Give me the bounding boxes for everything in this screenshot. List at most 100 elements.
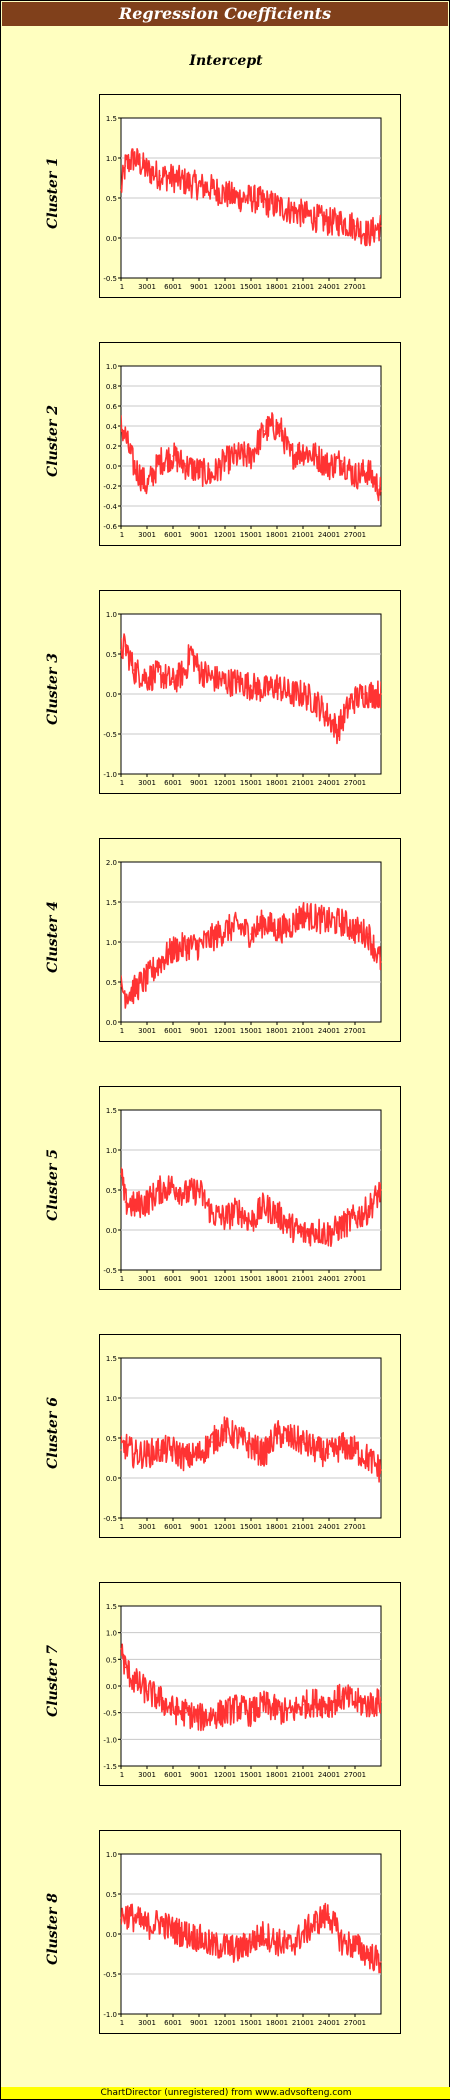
y-tick-label: 1.0 [106, 611, 117, 619]
data-point [124, 1445, 127, 1447]
data-point [159, 1189, 161, 1191]
x-tick-label: 3001 [138, 1523, 156, 1531]
x-tick-label: 1 [120, 779, 124, 787]
cluster-panel: Cluster 2 1.0 0.8 0.6 0.4 0.2 0.0 -0.2 -0.4 -0.6 1… [1, 342, 450, 562]
data-point [124, 993, 127, 995]
data-point [159, 1449, 161, 1451]
data-point [328, 1703, 330, 1706]
y-tick-label: 0.0 [106, 235, 117, 243]
footer: ChartDirector (unregistered) from www.ad… [1, 2087, 450, 2099]
data-point [315, 701, 317, 703]
data-point [302, 1703, 304, 1706]
x-tick-label: 12001 [214, 779, 236, 787]
data-point [336, 729, 339, 731]
x-tick-label: 6001 [164, 2019, 182, 2027]
x-tick-label: 1 [120, 2019, 124, 2027]
y-tick-label: -0.2 [103, 483, 117, 491]
data-point [380, 490, 382, 492]
data-point [120, 649, 122, 651]
data-point [315, 917, 317, 919]
data-point [198, 1717, 200, 1719]
y-tick-label: 0.0 [106, 1683, 117, 1691]
x-tick-label: 21001 [292, 1771, 314, 1779]
data-point [133, 1205, 135, 1207]
x-tick-label: 24001 [318, 2019, 340, 2027]
data-point [172, 681, 174, 683]
y-tick-label: -1.5 [103, 1763, 117, 1771]
data-point [224, 193, 226, 195]
y-tick-label: -0.5 [103, 1267, 117, 1275]
data-point [159, 1698, 161, 1701]
y-tick-label: 0.5 [106, 1435, 117, 1443]
data-point [211, 937, 213, 939]
x-tick-label: 27001 [344, 779, 366, 787]
data-point [289, 1225, 291, 1227]
line-chart: 1.5 1.0 0.5 0.0 -0.5 -1.0 -1.51 3001 6001 9001 120… [103, 1603, 382, 1779]
line-chart: 1.5 1.0 0.5 0.0 -0.51 3001 6001 9001 12001 15001 1… [103, 1355, 382, 1531]
data-point [367, 1209, 369, 1211]
data-point [349, 701, 352, 703]
data-point [120, 1449, 122, 1451]
y-axis-title: Cluster 3 [45, 653, 61, 725]
data-point [224, 1945, 226, 1947]
data-point [380, 1469, 382, 1471]
x-tick-label: 6001 [164, 1275, 182, 1283]
data-point [133, 1917, 135, 1919]
y-axis-title: Cluster 8 [45, 1893, 61, 1965]
data-point [263, 1703, 265, 1706]
y-tick-label: 1.5 [106, 1603, 117, 1611]
x-tick-label: 27001 [344, 1275, 366, 1283]
y-tick-label: 1.0 [106, 939, 117, 947]
y-tick-label: 0.8 [106, 383, 117, 391]
data-point [315, 1921, 317, 1923]
y-tick-label: 0.0 [106, 1019, 117, 1027]
y-tick-label: 0.0 [106, 1931, 117, 1939]
data-point [289, 693, 291, 695]
data-point [185, 465, 187, 467]
data-point [224, 1429, 226, 1431]
x-tick-label: 27001 [344, 283, 366, 291]
data-point [172, 1709, 174, 1711]
data-point [133, 465, 135, 467]
data-point [159, 174, 161, 177]
x-tick-label: 12001 [214, 1275, 236, 1283]
y-tick-label: -1.0 [103, 1736, 117, 1744]
data-point [263, 689, 265, 691]
y-tick-label: 1.5 [106, 1107, 117, 1115]
x-tick-label: 21001 [292, 2019, 314, 2027]
x-tick-label: 21001 [292, 283, 314, 291]
x-tick-label: 24001 [318, 1027, 340, 1035]
data-point [263, 1453, 265, 1455]
data-point [263, 921, 265, 923]
data-point [133, 989, 135, 991]
data-point [276, 1433, 278, 1435]
data-point [133, 157, 135, 159]
cluster-panel: Cluster 4 2.0 1.5 1.0 0.5 0.0 1 3001 6001 9001 120… [1, 838, 450, 1058]
x-tick-label: 21001 [292, 531, 314, 539]
data-point [159, 460, 161, 462]
data-point [354, 1217, 356, 1219]
x-tick-label: 21001 [292, 1275, 314, 1283]
y-tick-label: 1.0 [106, 1395, 117, 1403]
data-point [302, 213, 304, 215]
data-point [341, 1445, 343, 1447]
line-chart: 1.0 0.5 0.0 -0.5 -1.01 3001 6001 9001 12001 15001… [103, 1851, 382, 2027]
data-point [263, 430, 265, 432]
data-point [302, 913, 304, 915]
series-line [121, 1643, 381, 1732]
y-tick-label: 0.5 [106, 1891, 117, 1899]
data-point [133, 1453, 135, 1455]
y-tick-label: -0.5 [103, 1515, 117, 1523]
data-point [172, 949, 174, 951]
x-tick-label: 15001 [240, 779, 262, 787]
x-tick-label: 15001 [240, 531, 262, 539]
x-tick-label: 18001 [266, 1771, 288, 1779]
x-tick-label: 27001 [344, 2019, 366, 2027]
x-tick-label: 21001 [292, 1523, 314, 1531]
data-point [211, 1441, 213, 1443]
y-tick-label: 1.0 [106, 1630, 117, 1638]
data-point [198, 185, 200, 187]
cluster-panel: Cluster 6 1.5 1.0 0.5 0.0 -0.5 1 3001 6001 9001 12… [1, 1334, 450, 1554]
x-tick-label: 24001 [318, 1275, 340, 1283]
data-point [237, 925, 239, 927]
